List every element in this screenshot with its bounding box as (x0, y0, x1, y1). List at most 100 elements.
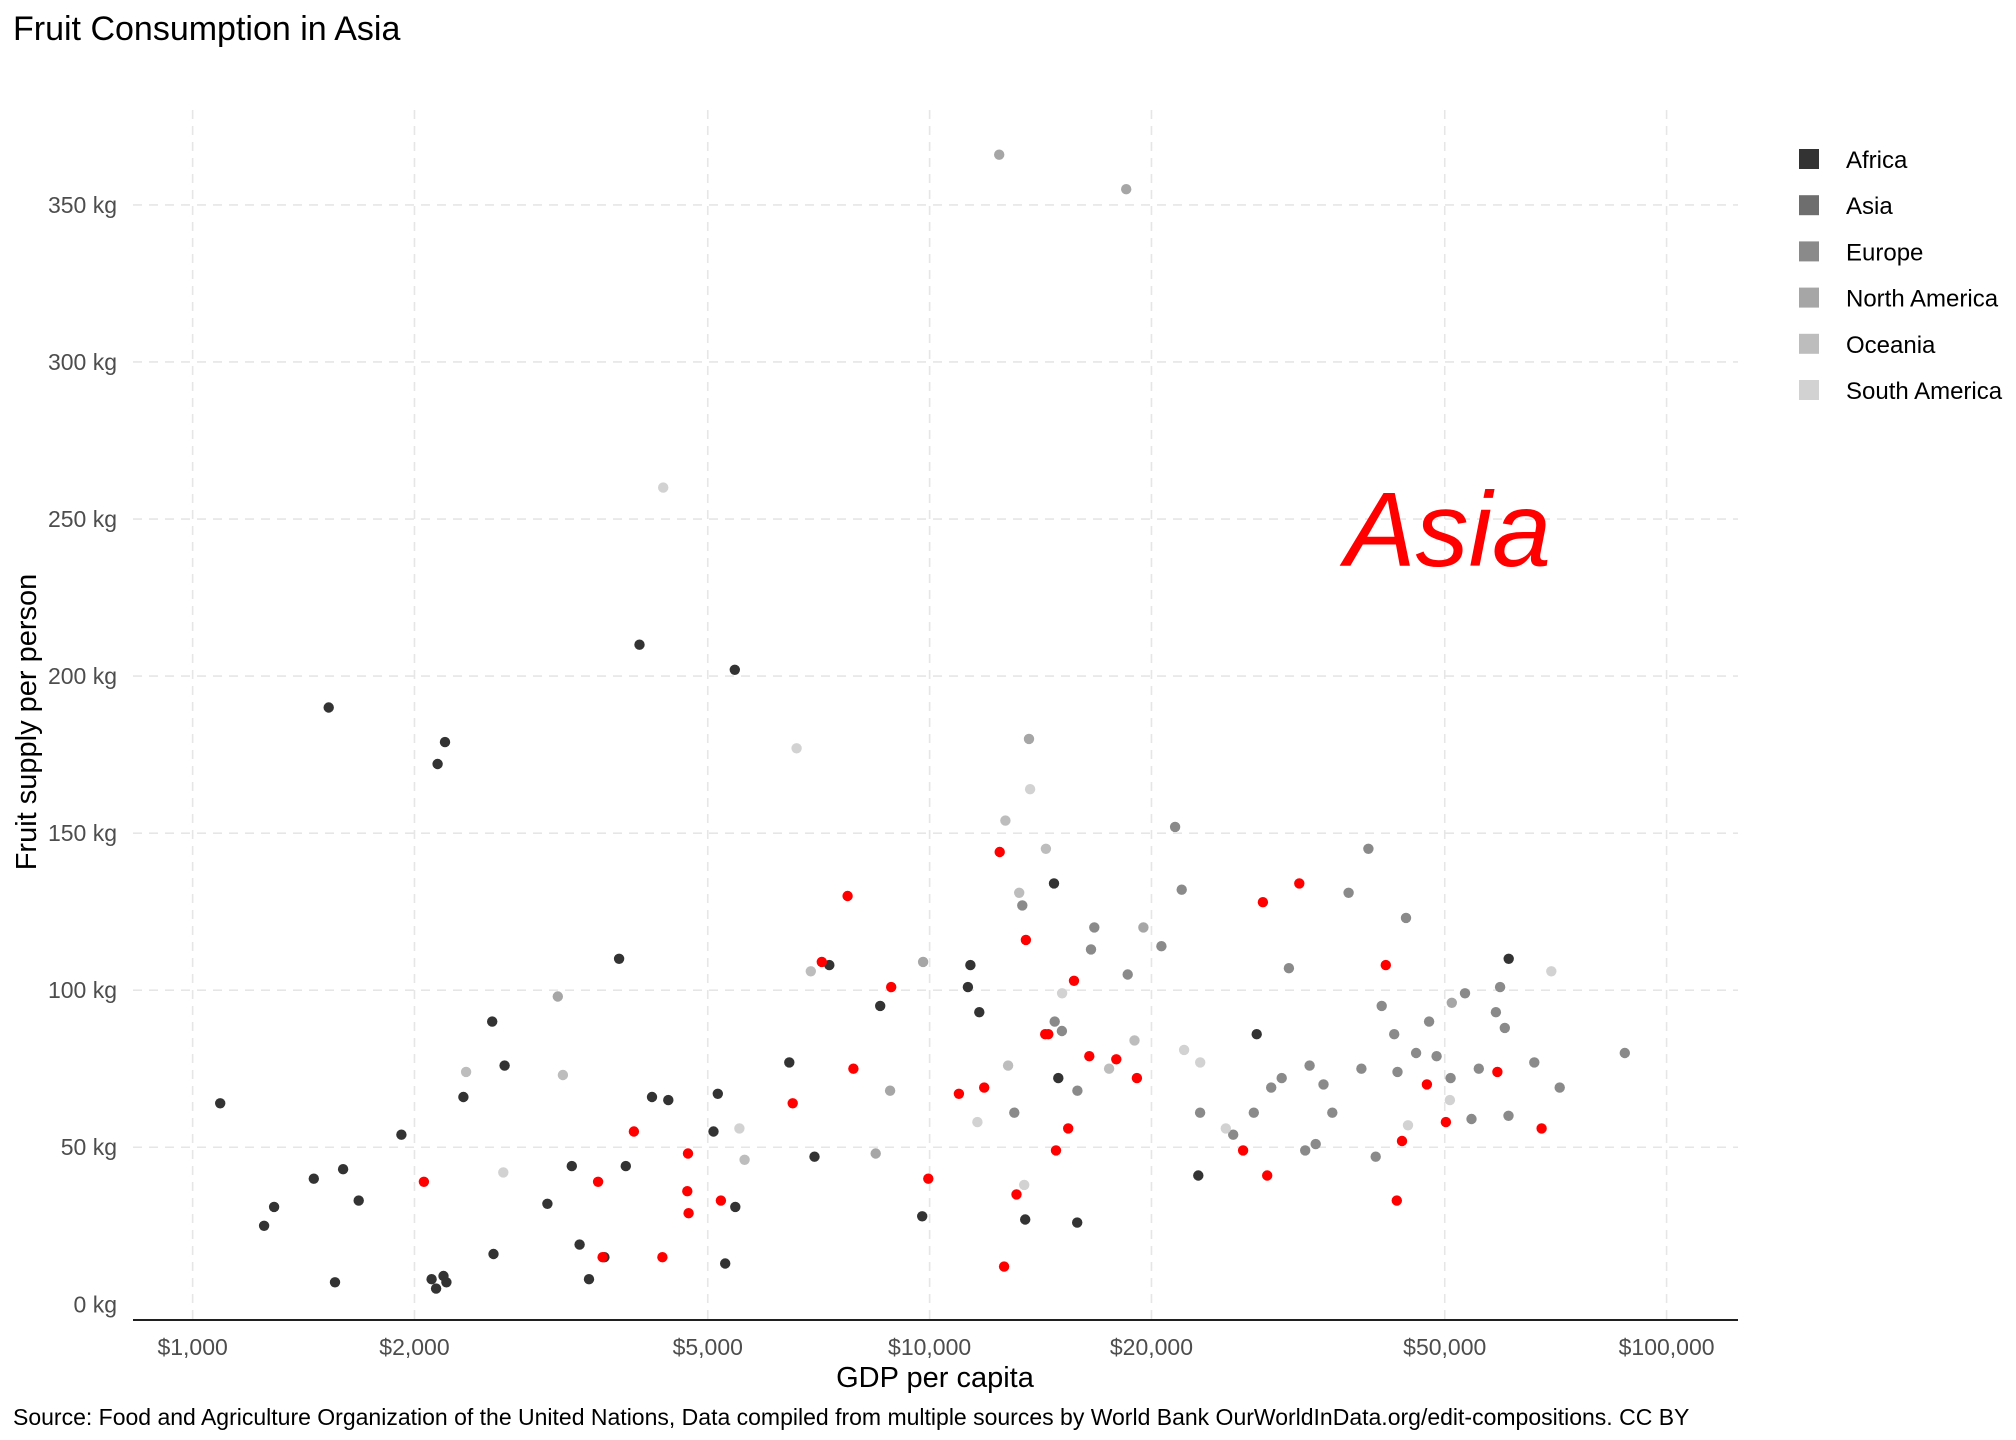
data-point (566, 1160, 577, 1172)
legend-swatch (1799, 333, 1819, 354)
data-point (430, 1283, 442, 1294)
y-tick-label: 250 kg (48, 506, 117, 532)
data-point (426, 1274, 437, 1285)
data-point (712, 1088, 723, 1100)
data-point (1251, 1029, 1262, 1040)
data-point (1009, 1107, 1020, 1118)
data-point (1072, 1085, 1083, 1096)
chart-title: Fruit Consumption in Asia (13, 10, 400, 48)
data-point (597, 1252, 608, 1263)
data-point (1103, 1063, 1115, 1074)
legend-swatch (1799, 287, 1819, 308)
legend-label: Africa (1846, 147, 1908, 174)
data-point (729, 664, 740, 675)
data-point (657, 1252, 668, 1263)
data-point (1327, 1107, 1338, 1118)
data-point (1310, 1138, 1321, 1150)
data-point (557, 1069, 569, 1081)
legend-label: Oceania (1846, 332, 1936, 359)
data-point (682, 1186, 693, 1197)
data-point (805, 966, 816, 977)
legend-swatch (1799, 149, 1819, 169)
y-tick-label: 300 kg (48, 349, 117, 375)
data-point (1131, 1072, 1143, 1084)
data-point (1000, 815, 1011, 826)
x-axis-title: GDP per capita (836, 1362, 1035, 1394)
data-point (308, 1173, 319, 1184)
data-point (1423, 1016, 1435, 1027)
data-point (962, 981, 974, 993)
legend-swatch (1799, 195, 1819, 216)
chart-annotation: Asia (1339, 471, 1551, 589)
x-tick-label: $2,000 (379, 1334, 449, 1360)
data-point (488, 1248, 499, 1260)
data-point (1343, 887, 1354, 898)
data-point (1410, 1047, 1422, 1059)
data-point (1194, 1107, 1206, 1118)
data-point (739, 1154, 750, 1166)
y-tick-label: 350 kg (48, 192, 117, 218)
data-point (1257, 897, 1269, 908)
data-point (784, 1057, 795, 1068)
data-point (592, 1176, 604, 1188)
legend-label: Asia (1846, 193, 1893, 220)
data-point (634, 639, 645, 650)
data-point (1178, 1044, 1190, 1056)
data-point (1050, 1145, 1062, 1156)
data-point (809, 1151, 820, 1162)
series-south-america (498, 482, 1557, 1191)
data-point (816, 956, 827, 968)
data-point (1262, 1170, 1273, 1181)
y-axis-title: Fruit supply per person (11, 574, 43, 871)
data-point (1266, 1082, 1277, 1093)
data-point (1048, 878, 1060, 889)
data-point (1473, 1063, 1485, 1074)
data-point (979, 1082, 990, 1093)
x-tick-label: $1,000 (157, 1334, 227, 1360)
data-point (720, 1258, 731, 1269)
series-africa (215, 639, 1514, 1294)
data-point (842, 890, 853, 902)
data-point (1072, 1217, 1083, 1228)
data-point (1176, 884, 1187, 895)
legend-label: South America (1846, 378, 2003, 405)
data-point (1380, 959, 1392, 971)
data-point (1466, 1113, 1477, 1125)
data-point (683, 1208, 694, 1219)
data-point (1400, 912, 1412, 924)
data-point (1376, 1000, 1387, 1012)
data-point (972, 1116, 983, 1128)
data-point (1619, 1047, 1631, 1059)
data-point (353, 1195, 364, 1206)
data-point (1499, 1022, 1511, 1034)
data-point (1546, 966, 1557, 977)
data-point (499, 1060, 510, 1071)
y-tick-label: 50 kg (61, 1134, 117, 1160)
data-point (1494, 981, 1506, 993)
data-point (1445, 1072, 1456, 1084)
data-point (323, 702, 334, 713)
data-point (1019, 1214, 1031, 1225)
data-point (1156, 941, 1167, 952)
data-point (1363, 843, 1374, 854)
data-point (1089, 922, 1100, 933)
data-point (458, 1091, 469, 1103)
series-asia (418, 846, 1547, 1272)
x-tick-label: $100,000 (1619, 1334, 1715, 1360)
data-point (441, 1277, 452, 1288)
data-point (628, 1126, 640, 1137)
data-point (432, 758, 443, 770)
data-point (1040, 843, 1052, 854)
data-point (460, 1066, 472, 1078)
data-point (734, 1123, 745, 1134)
data-point (1138, 922, 1149, 933)
data-point (998, 1261, 1010, 1272)
data-point (418, 1176, 430, 1188)
data-point (1370, 1151, 1381, 1162)
data-point (1503, 1110, 1514, 1122)
data-point (1237, 1145, 1249, 1156)
grid (133, 110, 1738, 1320)
data-point (583, 1274, 595, 1285)
data-point (1356, 1063, 1367, 1074)
